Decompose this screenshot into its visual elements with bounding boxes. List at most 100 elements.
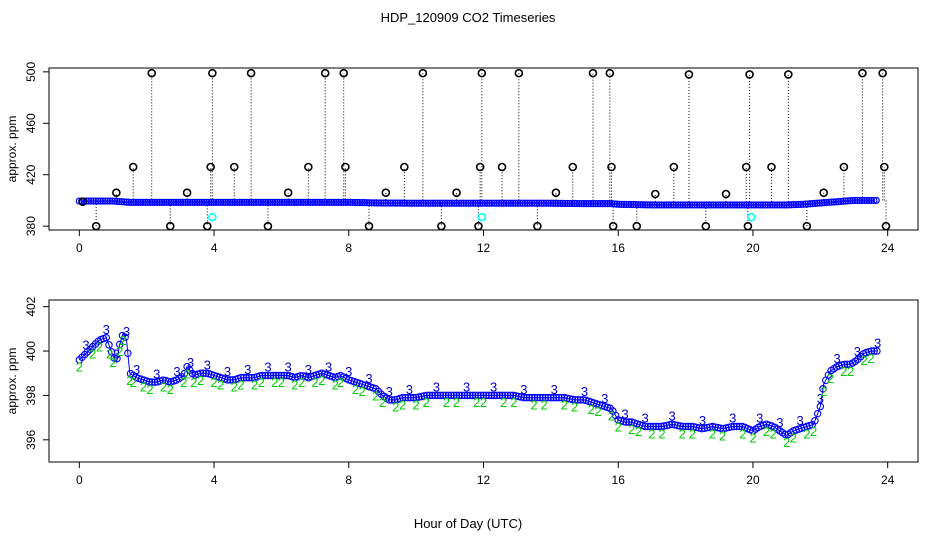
baseline-point <box>608 200 616 208</box>
flag-label-2: 2 <box>379 395 386 410</box>
bottom-x-tick-label: 8 <box>345 473 352 487</box>
series-point <box>735 422 744 431</box>
baseline-point <box>427 199 435 207</box>
series-point <box>668 420 676 429</box>
baseline-point <box>752 201 760 209</box>
baseline-point <box>153 198 161 206</box>
series-point <box>676 422 684 430</box>
series-point <box>495 391 504 400</box>
series-point <box>145 378 154 386</box>
baseline-point <box>276 198 284 206</box>
series-point <box>406 393 415 402</box>
flag-label-2: 2 <box>337 375 344 390</box>
baseline-point <box>544 199 553 207</box>
baseline-point <box>870 196 878 205</box>
series-point <box>226 376 234 384</box>
top-y-tick-label: 460 <box>24 113 38 133</box>
baseline-point <box>377 199 385 207</box>
baseline-point <box>601 200 609 208</box>
spike-point <box>878 68 887 78</box>
baseline-point <box>584 200 593 208</box>
baseline-point <box>441 199 449 207</box>
series-point <box>576 396 585 404</box>
series-point <box>579 396 587 404</box>
baseline-point <box>396 199 404 207</box>
spike-point <box>497 162 507 172</box>
top-panel-axes: 0 4 8 12 16 20 24 380 420 460 500 <box>24 62 895 255</box>
series-point <box>698 424 706 433</box>
series-point <box>439 391 447 400</box>
spike-point <box>568 162 578 172</box>
series-point <box>708 422 717 431</box>
baseline-point <box>203 198 211 206</box>
baseline-point <box>523 199 531 207</box>
series-point <box>716 424 725 433</box>
baseline-point <box>742 201 751 209</box>
series-point <box>450 391 458 400</box>
baseline-point <box>481 199 489 207</box>
baseline-point <box>403 199 411 207</box>
baseline-point <box>231 198 239 206</box>
top-x-tick-label: 20 <box>746 241 760 255</box>
baseline-point <box>599 200 607 208</box>
baseline-point <box>233 198 241 206</box>
flag-label-3: 3 <box>669 409 676 424</box>
baseline-point <box>339 198 347 206</box>
baseline-point <box>327 198 336 206</box>
top-panel-y-label: approx. ppm <box>5 116 19 183</box>
baseline-point <box>264 198 272 206</box>
spike-point <box>858 68 867 78</box>
baseline-point <box>254 198 263 206</box>
baseline-point <box>561 199 569 208</box>
spike-point <box>418 68 428 78</box>
flag-label-2: 2 <box>453 395 460 410</box>
series-point <box>568 395 577 404</box>
baseline-point <box>214 198 223 206</box>
baseline-point <box>823 198 831 207</box>
baseline-point <box>712 201 720 209</box>
flag-label-3: 3 <box>325 360 332 375</box>
baseline-point <box>636 201 645 209</box>
spike-point <box>320 68 330 78</box>
baseline-point <box>106 197 114 205</box>
baseline-point <box>860 196 869 205</box>
baseline-point <box>134 198 142 206</box>
flag-label-3: 3 <box>490 380 497 395</box>
spike-point <box>229 162 239 172</box>
baseline-point <box>577 200 586 208</box>
spike-point <box>112 188 121 198</box>
spike-point <box>381 188 391 198</box>
flag-label-2: 2 <box>140 380 147 395</box>
series-point <box>514 392 523 401</box>
baseline-point <box>643 201 652 209</box>
series-point <box>528 393 536 402</box>
baseline-point <box>504 199 513 207</box>
flag-label-2: 2 <box>332 377 339 392</box>
flag-label-2: 2 <box>146 382 153 397</box>
baseline-point <box>830 198 838 206</box>
series-point <box>498 391 507 400</box>
series-point <box>242 373 251 382</box>
flag-label-2: 2 <box>167 382 174 397</box>
baseline-point <box>851 196 859 205</box>
baseline-point <box>464 199 472 207</box>
flag-label-2: 2 <box>130 375 137 390</box>
baseline-point <box>89 197 98 205</box>
flag-label-2: 2 <box>561 397 568 412</box>
baseline-point <box>681 201 689 209</box>
baseline-point <box>488 199 496 207</box>
baseline-point <box>625 200 633 209</box>
baseline-point <box>408 199 416 207</box>
baseline-point <box>335 198 343 206</box>
baseline-point <box>563 199 571 208</box>
flag-label-2: 2 <box>109 355 116 370</box>
spike-point <box>588 68 598 78</box>
flag-label-3: 3 <box>365 371 372 386</box>
top-x-tick-label: 12 <box>477 241 491 255</box>
spike-point <box>246 68 256 78</box>
baseline-point <box>724 201 732 209</box>
series-point <box>202 369 210 377</box>
flag-label-3: 3 <box>834 351 841 366</box>
series-point <box>816 402 825 411</box>
baseline-point <box>832 198 840 206</box>
